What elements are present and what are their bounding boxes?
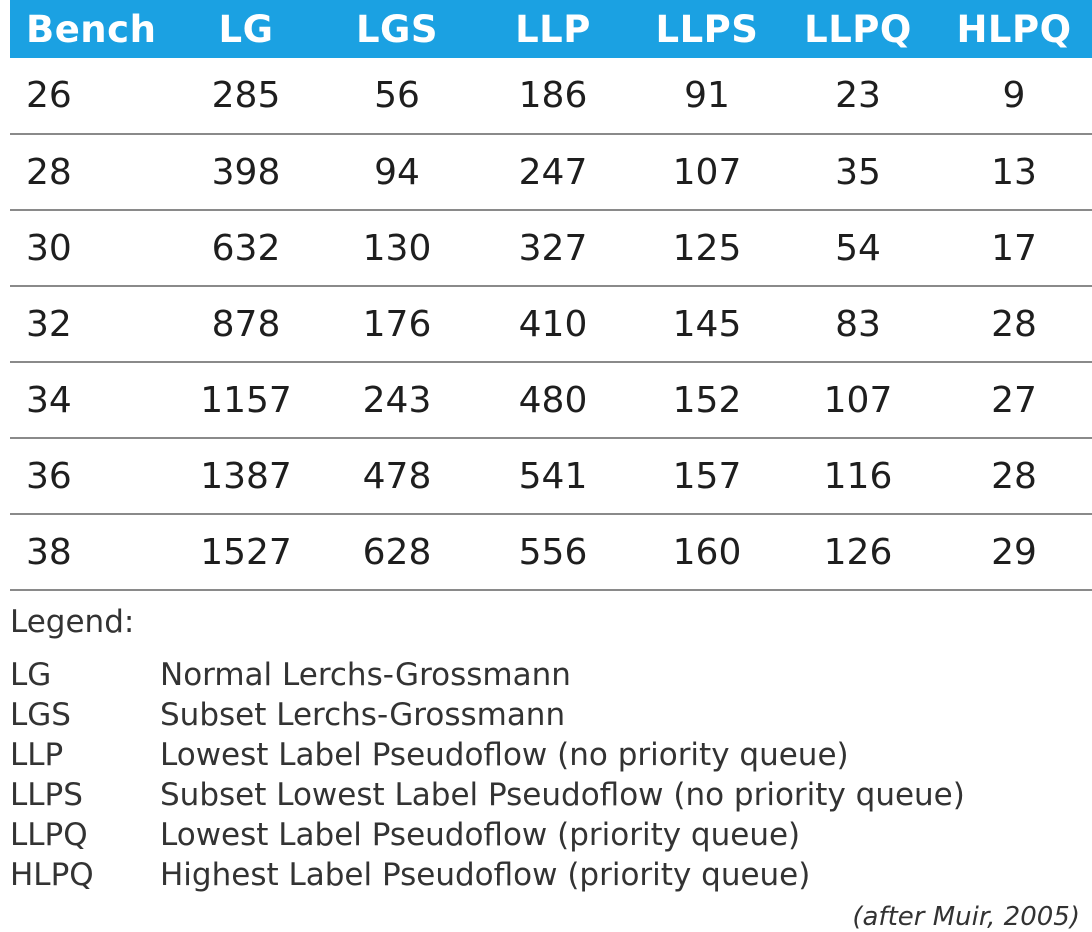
- legend-item: LGS Subset Lerchs-Grossmann: [10, 695, 1080, 735]
- table-cell-llps: 160: [634, 514, 780, 591]
- table-cell-lg: 1387: [170, 438, 322, 515]
- source-note: (after Muir, 2005): [852, 902, 1080, 932]
- table-cell-llps: 152: [634, 362, 780, 439]
- legend-description: Lowest Label Pseudoflow (priority queue): [160, 817, 801, 853]
- table-row: 36 1387 478 541 157 116 28: [10, 438, 1092, 515]
- table-cell-lg: 878: [170, 286, 322, 363]
- table-cell-lgs: 243: [322, 362, 472, 439]
- legend-item: LLPQ Lowest Label Pseudoflow (priority qu…: [10, 815, 1080, 855]
- legend-description: Highest Label Pseudoflow (priority queue…: [160, 857, 811, 893]
- table-header-row: Bench LG LGS LLP LLPS LLPQ HLPQ: [10, 0, 1092, 58]
- table-cell-lgs: 478: [322, 438, 472, 515]
- table-row: 26 285 56 186 91 23 9: [10, 58, 1092, 135]
- table-cell-lgs: 130: [322, 210, 472, 287]
- column-header-llpq: LLPQ: [804, 7, 912, 51]
- table-cell-lg: 285: [170, 58, 322, 135]
- table-row: 32 878 176 410 145 83 28: [10, 286, 1092, 363]
- table-cell-llpq: 107: [780, 362, 936, 439]
- table-cell-lg: 1157: [170, 362, 322, 439]
- table-cell-hlpq: 13: [936, 134, 1092, 211]
- legend-abbreviation: LLPS: [10, 777, 83, 813]
- table-cell-bench: 34: [10, 362, 170, 439]
- column-header-lgs: LGS: [355, 7, 439, 51]
- table-row: 28 398 94 247 107 35 13: [10, 134, 1092, 211]
- table-cell-llp: 556: [472, 514, 634, 591]
- table-cell-llpq: 35: [780, 134, 936, 211]
- legend-title: Legend:: [10, 604, 135, 640]
- table-cell-hlpq: 29: [936, 514, 1092, 591]
- legend-item: LLP Lowest Label Pseudoflow (no priority …: [10, 735, 1080, 775]
- table-cell-hlpq: 28: [936, 286, 1092, 363]
- legend-abbreviation: LLPQ: [10, 817, 88, 853]
- table-cell-llp: 247: [472, 134, 634, 211]
- results-table: Bench LG LGS LLP LLPS LLPQ HLPQ 26 285 56 186 91 23…: [10, 0, 1092, 591]
- table-cell-lg: 1527: [170, 514, 322, 591]
- table-cell-lg: 398: [170, 134, 322, 211]
- legend-abbreviation: LLP: [10, 737, 64, 773]
- table-cell-hlpq: 27: [936, 362, 1092, 439]
- column-header-hlpq: HLPQ: [956, 7, 1072, 51]
- table-cell-lgs: 56: [322, 58, 472, 135]
- column-header-llps: LLPS: [655, 7, 759, 51]
- table-cell-llpq: 116: [780, 438, 936, 515]
- table-cell-llps: 145: [634, 286, 780, 363]
- legend-description: Subset Lowest Label Pseudoflow (no prior…: [160, 777, 965, 813]
- legend: LG Normal Lerchs-Grossmann LGS Subset Lerch…: [10, 655, 1080, 895]
- table-cell-llps: 125: [634, 210, 780, 287]
- table-cell-llp: 327: [472, 210, 634, 287]
- table-cell-bench: 36: [10, 438, 170, 515]
- legend-item: HLPQ Highest Label Pseudoflow (priority q…: [10, 855, 1080, 895]
- legend-abbreviation: HLPQ: [10, 857, 94, 893]
- table-cell-bench: 32: [10, 286, 170, 363]
- table-row: 38 1527 628 556 160 126 29: [10, 514, 1092, 591]
- legend-abbreviation: LGS: [10, 697, 71, 733]
- table-cell-bench: 26: [10, 58, 170, 135]
- legend-description: Lowest Label Pseudoflow (no priority que…: [160, 737, 849, 773]
- table-cell-hlpq: 17: [936, 210, 1092, 287]
- legend-abbreviation: LG: [10, 657, 52, 693]
- table-cell-bench: 28: [10, 134, 170, 211]
- table-cell-llpq: 83: [780, 286, 936, 363]
- legend-item: LG Normal Lerchs-Grossmann: [10, 655, 1080, 695]
- table-cell-hlpq: 28: [936, 438, 1092, 515]
- table-cell-hlpq: 9: [936, 58, 1092, 135]
- table-cell-llp: 480: [472, 362, 634, 439]
- table-cell-lgs: 94: [322, 134, 472, 211]
- table-cell-llp: 186: [472, 58, 634, 135]
- legend-description: Normal Lerchs-Grossmann: [160, 657, 571, 693]
- table-cell-lgs: 628: [322, 514, 472, 591]
- table-row: 30 632 130 327 125 54 17: [10, 210, 1092, 287]
- column-header-llp: LLP: [515, 7, 591, 51]
- table-cell-llpq: 126: [780, 514, 936, 591]
- table-cell-lgs: 176: [322, 286, 472, 363]
- table-cell-llps: 91: [634, 58, 780, 135]
- legend-item: LLPS Subset Lowest Label Pseudoflow (no p…: [10, 775, 1080, 815]
- legend-description: Subset Lerchs-Grossmann: [160, 697, 566, 733]
- table-cell-llpq: 23: [780, 58, 936, 135]
- table-cell-llp: 410: [472, 286, 634, 363]
- table-row: 34 1157 243 480 152 107 27: [10, 362, 1092, 439]
- table-body: 26 285 56 186 91 23 9 28 398 94 247 107 35 13 30 632 130…: [10, 58, 1092, 591]
- table-cell-bench: 30: [10, 210, 170, 287]
- table-cell-llpq: 54: [780, 210, 936, 287]
- column-header-bench: Bench: [26, 7, 157, 51]
- table-cell-llp: 541: [472, 438, 634, 515]
- table-cell-llps: 157: [634, 438, 780, 515]
- table-cell-lg: 632: [170, 210, 322, 287]
- column-header-lg: LG: [218, 7, 274, 51]
- table-cell-bench: 38: [10, 514, 170, 591]
- table-cell-llps: 107: [634, 134, 780, 211]
